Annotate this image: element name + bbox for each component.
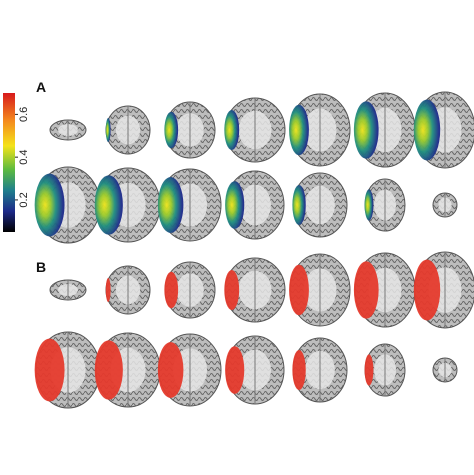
- lesion-overlay: [105, 278, 111, 302]
- lesion-overlay: [413, 99, 441, 161]
- lesion-overlay: [289, 104, 309, 156]
- lesion-overlay: [164, 111, 179, 149]
- brain-slices: [34, 91, 474, 409]
- lesion-overlay: [157, 342, 184, 398]
- lesion-overlay: [94, 340, 123, 400]
- lesion-overlay: [292, 185, 306, 225]
- panel-label: A: [36, 79, 46, 95]
- colorbar-tick-label: 0.4: [18, 150, 30, 165]
- lesion-overlay: [353, 101, 379, 159]
- lesion-overlay: [289, 264, 309, 316]
- lesion-overlay: [292, 350, 306, 390]
- lesion-overlay: [225, 346, 245, 394]
- lesion-overlay: [105, 118, 111, 142]
- lesion-overlay: [157, 177, 184, 233]
- colorbar-tick-label: 0.2: [18, 192, 30, 207]
- panel-label: B: [36, 259, 46, 275]
- lesion-overlay: [364, 354, 374, 386]
- lesion-overlay: [224, 110, 240, 150]
- lesion-overlay: [34, 338, 65, 402]
- lesion-overlay: [34, 173, 65, 237]
- colorbar-tick-label: 0.6: [18, 107, 30, 122]
- lesion-overlay: [94, 175, 123, 235]
- lesion-overlay: [224, 270, 240, 310]
- lesion-overlay: [164, 271, 179, 309]
- lesion-overlay: [353, 261, 379, 319]
- lesion-overlay: [225, 181, 245, 229]
- lesion-overlay: [413, 259, 441, 321]
- colorbar: [3, 93, 15, 232]
- lesion-overlay: [364, 189, 374, 221]
